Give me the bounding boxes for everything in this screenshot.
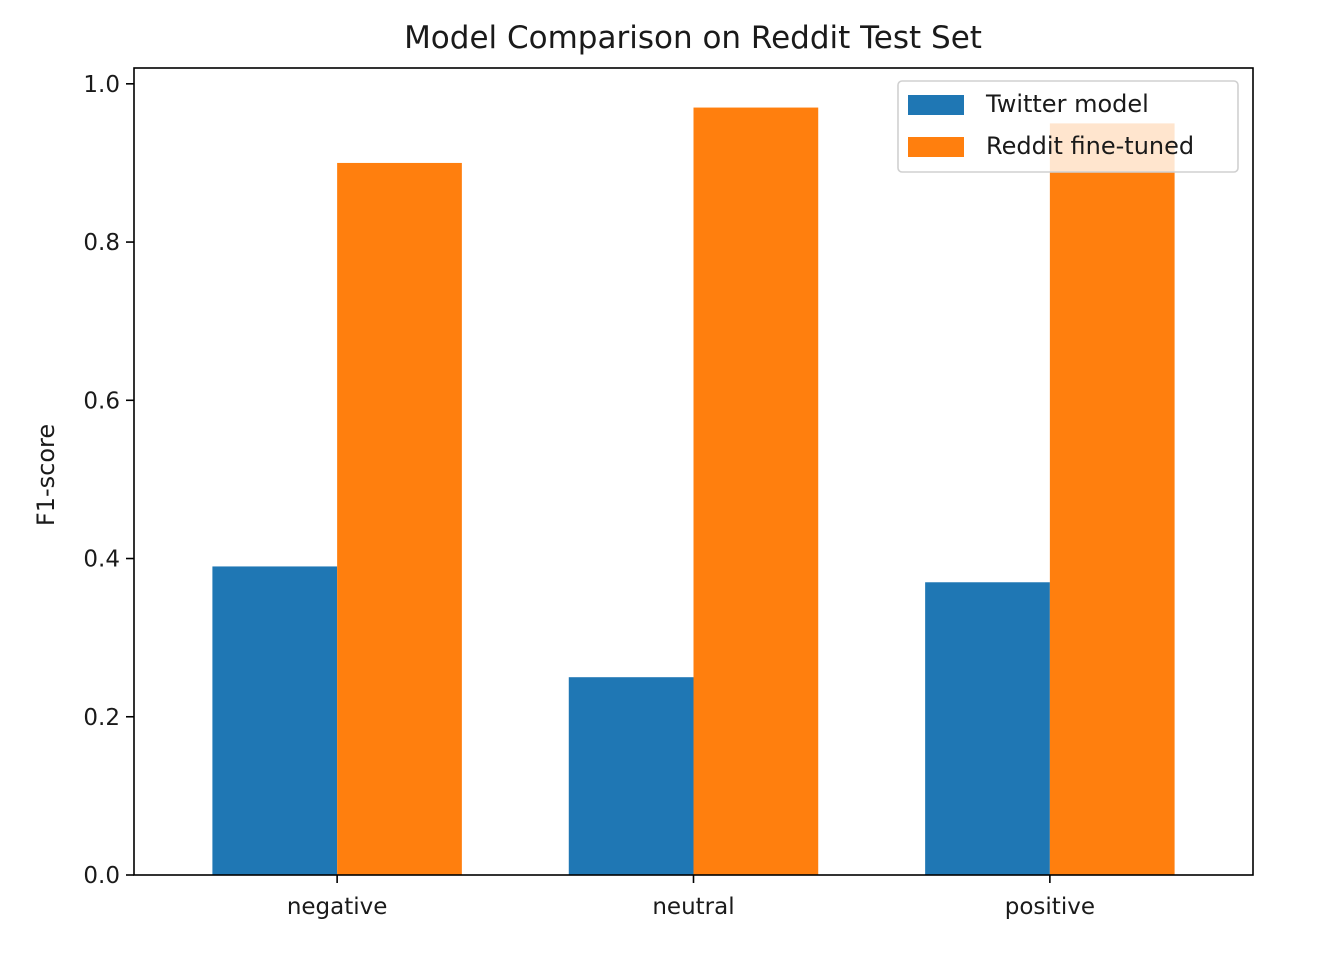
bars-layer — [212, 107, 1175, 876]
y-tick-label: 0.2 — [83, 705, 120, 731]
bar-twitter-model-positive — [925, 582, 1050, 875]
legend: Twitter model Reddit fine-tuned — [897, 80, 1239, 173]
y-tick-label: 0.8 — [83, 230, 120, 256]
x-tick-label: negative — [287, 894, 388, 920]
legend-swatch — [908, 95, 964, 115]
bar-twitter-model-neutral — [568, 677, 694, 875]
x-tick-label: positive — [1005, 894, 1095, 920]
axes-layer: 0.0 0.2 0.4 0.6 0.8 1.0 negative neutral positiv… — [83, 67, 1254, 920]
bar-reddit-fine-tuned-neutral — [693, 107, 819, 875]
x-tick-label: neutral — [652, 894, 734, 920]
y-tick-label: 0.0 — [83, 863, 120, 889]
y-tick-label: 0.6 — [83, 388, 120, 414]
legend-label: Twitter model — [985, 90, 1149, 118]
y-tick-label: 0.4 — [83, 547, 120, 573]
bar-twitter-model-negative — [212, 566, 338, 875]
chart-title: Model Comparison on Reddit Test Set — [404, 20, 982, 56]
y-axis-label: F1-score — [32, 424, 60, 526]
legend-swatch — [908, 137, 964, 157]
bar-reddit-fine-tuned-negative — [337, 162, 462, 876]
legend-label: Reddit fine-tuned — [986, 132, 1194, 160]
y-tick-label: 1.0 — [83, 72, 120, 98]
bar-reddit-fine-tuned-positive — [1049, 123, 1175, 876]
legend-box — [897, 80, 1239, 173]
